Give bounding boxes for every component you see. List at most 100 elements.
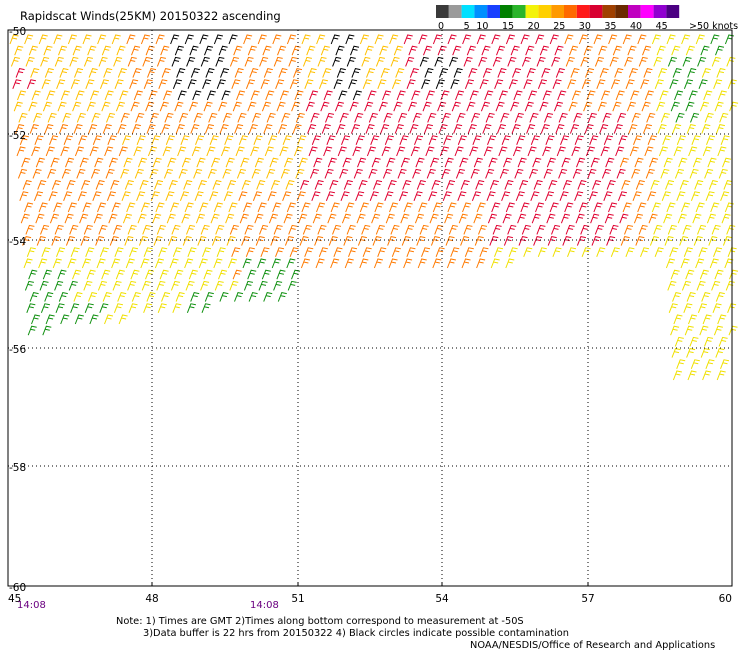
wind-barb [318, 247, 328, 257]
wind-barb [157, 303, 167, 313]
wind-barb [325, 191, 335, 201]
wind-barb [695, 202, 705, 213]
wind-barb [45, 314, 55, 325]
wind-barb [552, 247, 562, 257]
wind-barb [708, 236, 718, 246]
wind-barb [74, 146, 84, 157]
wind-barb [170, 280, 180, 291]
wind-barb [466, 101, 476, 112]
wind-barb [146, 124, 156, 134]
wind-barb [494, 247, 504, 257]
wind-barb [361, 224, 371, 235]
wind-barb [428, 135, 438, 145]
wind-barb [111, 258, 121, 269]
wind-barb [121, 191, 131, 201]
wind-barb [362, 247, 372, 257]
wind-barb [377, 79, 387, 89]
wind-barb [408, 45, 418, 56]
wind-barb [232, 101, 242, 112]
wind-barb [407, 101, 417, 112]
wind-barb [505, 258, 515, 269]
wind-barb [432, 202, 442, 213]
wind-barb [660, 168, 670, 179]
wind-barb [715, 124, 725, 134]
wind-barb [211, 157, 221, 168]
wind-barb [670, 325, 680, 336]
wind-barb [676, 359, 686, 369]
wind-barb [685, 101, 695, 112]
wind-barb [314, 180, 324, 190]
wind-barb [98, 56, 108, 67]
wind-barb [213, 34, 223, 45]
wind-barb [693, 236, 703, 246]
wind-barb [272, 34, 282, 45]
wind-barb [593, 34, 603, 45]
wind-barb [130, 269, 140, 280]
wind-barb [322, 68, 332, 78]
wind-barb [178, 168, 188, 179]
wind-barb [439, 146, 449, 157]
wind-barb [556, 146, 566, 157]
wind-barb [377, 247, 387, 257]
wind-barb [724, 202, 734, 213]
wind-barb [669, 79, 679, 89]
wind-barb [70, 303, 80, 313]
wind-barb [594, 56, 604, 67]
wind-barb [499, 168, 509, 179]
wind-barb [610, 247, 620, 257]
wind-barb [531, 213, 541, 224]
wind-barb [685, 269, 695, 280]
wind-barb [346, 224, 356, 235]
wind-barb [242, 258, 252, 269]
wind-barb [683, 247, 693, 257]
speed-legend: 0 5 10 15 20 25 30 35 40 45 [436, 5, 680, 32]
wind-barb [644, 90, 654, 101]
wind-barb [380, 68, 390, 78]
wind-barb [227, 180, 237, 190]
wind-barb [300, 180, 310, 190]
wind-barb [662, 135, 672, 145]
wind-barb [159, 101, 169, 112]
wind-barb [494, 79, 504, 89]
wind-barb [199, 34, 209, 45]
wind-barb [266, 112, 276, 123]
wind-barb [705, 359, 715, 369]
wind-barb [247, 45, 257, 56]
wind-barb [711, 56, 721, 67]
wind-barb [496, 124, 506, 134]
wind-barb [123, 157, 133, 168]
wind-barb [238, 135, 248, 145]
wind-barb [330, 258, 340, 269]
wind-barb [603, 191, 613, 201]
wind-barb [120, 168, 130, 179]
wind-barb [29, 124, 39, 134]
wind-barb [172, 79, 182, 89]
wind-barb [574, 135, 584, 145]
wind-barb [577, 180, 587, 190]
wind-barb [158, 247, 168, 257]
wind-barb [381, 146, 391, 157]
wind-barb [208, 112, 218, 123]
wind-barb [324, 168, 334, 179]
wind-barb [387, 180, 397, 190]
wind-barb [384, 191, 394, 201]
wind-barb [578, 202, 588, 213]
wind-barb [440, 90, 450, 101]
wind-barb [277, 292, 287, 302]
wind-barb [479, 247, 489, 257]
wind-barb [154, 258, 164, 269]
wind-barb [729, 269, 739, 280]
wind-barb [679, 180, 689, 190]
wind-barb [549, 34, 559, 45]
legend-swatch [628, 5, 641, 18]
wind-barb [600, 146, 610, 157]
wind-barb [646, 112, 656, 123]
wind-barb [666, 34, 676, 45]
wind-barb [301, 202, 311, 213]
wind-barb [457, 191, 467, 201]
wind-barb [166, 213, 176, 224]
wind-barb [605, 157, 615, 168]
wind-barb [49, 135, 59, 145]
wind-barb [190, 68, 200, 78]
wind-barb [42, 325, 52, 336]
